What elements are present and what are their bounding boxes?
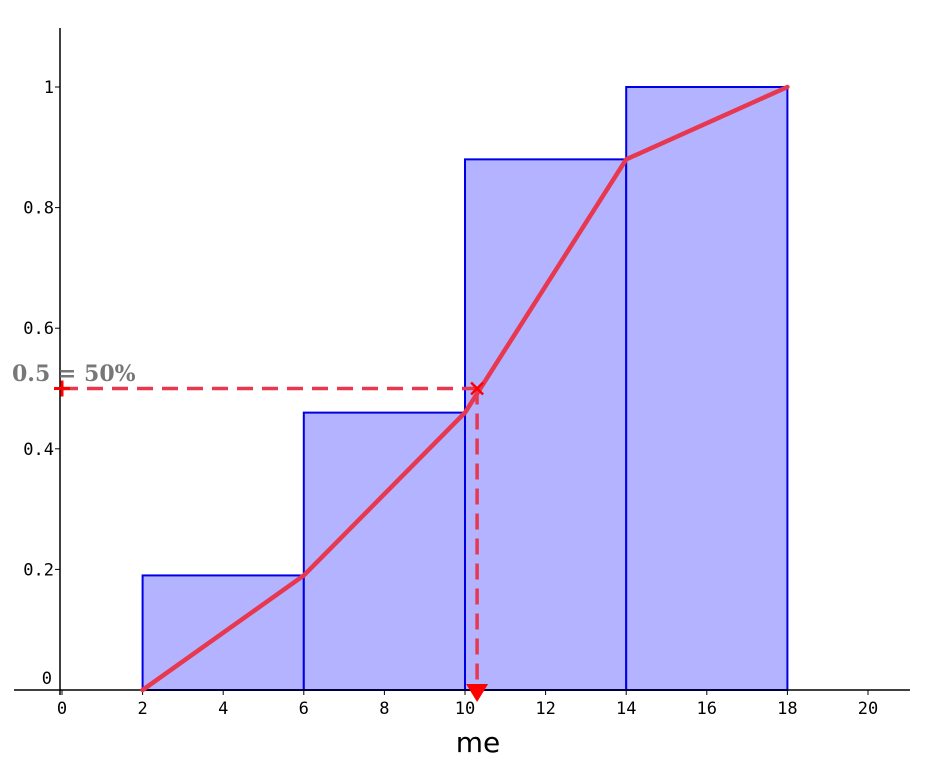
axes-layer <box>14 28 910 695</box>
y-tick-label: 0 <box>42 669 52 689</box>
y-tick-label: 1 <box>44 78 54 98</box>
x-tick-label: 4 <box>218 699 228 719</box>
bar-3 <box>464 158 628 692</box>
x-tick-label: 10 <box>455 699 475 719</box>
y-axis-plus-marker <box>54 380 70 397</box>
x-tick-label: 6 <box>299 699 309 719</box>
x-tick-label: 12 <box>535 699 555 719</box>
marker-layer <box>54 380 489 702</box>
y-tick-label: 0.8 <box>23 199 54 219</box>
x-axis-title: me <box>456 726 501 759</box>
y-tick-label: 0.6 <box>23 319 54 339</box>
y-tick-label: 0.2 <box>23 560 54 580</box>
x-tick-label: 20 <box>858 699 878 719</box>
x-tick-label: 0 <box>57 699 67 719</box>
intersection-marker <box>470 381 484 396</box>
bar-4 <box>625 86 789 691</box>
median-annotation: 0.5 = 50% <box>12 361 136 387</box>
x-tick-label: 2 <box>137 699 147 719</box>
x-tick-label: 18 <box>777 699 797 719</box>
line-layer <box>140 84 790 693</box>
x-ticks: 0 2 4 6 8 10 12 14 16 18 20 <box>57 690 878 719</box>
y-ticks: 0 0.2 0.4 0.6 0.8 1 <box>23 78 60 689</box>
bars-layer <box>141 86 789 692</box>
x-tick-label: 16 <box>697 699 717 719</box>
x-tick-label: 14 <box>616 699 636 719</box>
arrow-down-marker <box>466 684 489 702</box>
x-tick-label: 8 <box>379 699 389 719</box>
cumulative-line <box>140 84 790 693</box>
y-tick-label: 0.4 <box>23 440 54 460</box>
